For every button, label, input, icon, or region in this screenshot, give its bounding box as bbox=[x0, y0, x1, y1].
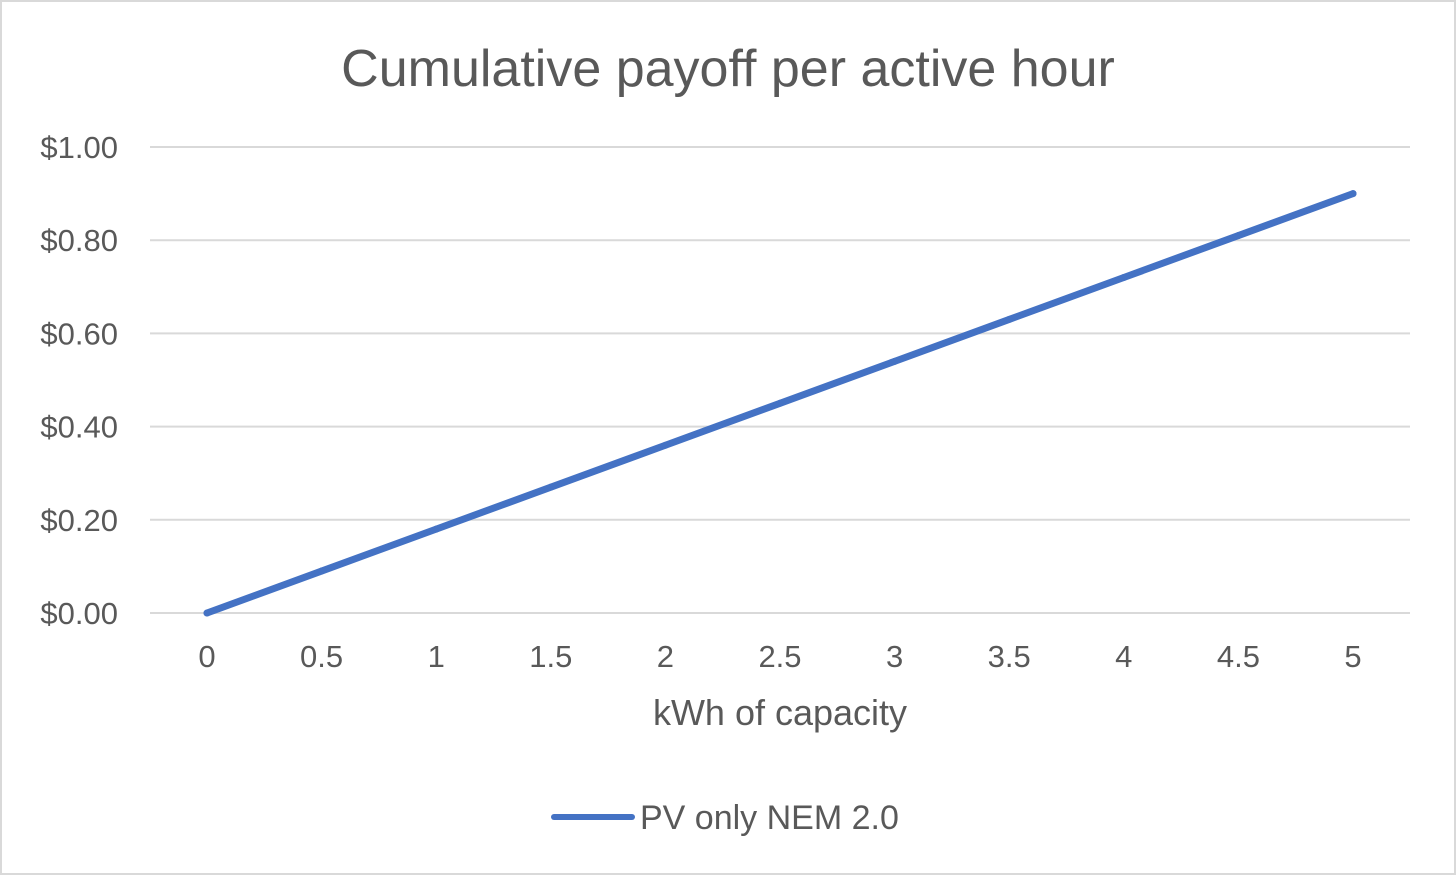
y-tick-label: $0.80 bbox=[40, 223, 118, 258]
data-point bbox=[432, 525, 440, 533]
y-tick-label: $0.60 bbox=[40, 316, 118, 351]
gridlines bbox=[150, 146, 1410, 614]
y-tick-label: $1.00 bbox=[40, 130, 118, 165]
data-point bbox=[203, 609, 211, 617]
y-tick-label: $0.00 bbox=[40, 596, 118, 631]
data-point bbox=[891, 357, 899, 365]
y-tick-label: $0.20 bbox=[40, 503, 118, 538]
chart-title: Cumulative payoff per active hour bbox=[341, 40, 1115, 98]
data-point bbox=[1234, 232, 1242, 240]
x-tick-label: 1 bbox=[428, 639, 445, 674]
x-tick-label: 1.5 bbox=[529, 639, 572, 674]
x-tick-label: 0 bbox=[198, 639, 215, 674]
y-axis-tick-labels: $0.00 $0.20 $0.40 $0.60 $0.80 $1.00 bbox=[40, 130, 118, 631]
x-axis-tick-labels: 0 0.5 1 1.5 2 2.5 3 3.5 4 4.5 5 bbox=[198, 639, 1361, 674]
data-point bbox=[1120, 273, 1128, 281]
x-tick-label: 0.5 bbox=[300, 639, 343, 674]
y-tick-label: $0.40 bbox=[40, 410, 118, 445]
x-tick-label: 3 bbox=[886, 639, 903, 674]
data-point bbox=[547, 483, 555, 491]
data-point bbox=[1005, 315, 1013, 323]
data-point bbox=[661, 441, 669, 449]
legend: PV only NEM 2.0 bbox=[551, 799, 899, 837]
x-tick-label: 3.5 bbox=[988, 639, 1031, 674]
x-tick-label: 2 bbox=[657, 639, 674, 674]
data-point bbox=[776, 399, 784, 407]
x-axis-label: kWh of capacity bbox=[653, 692, 907, 733]
data-point bbox=[318, 567, 326, 575]
x-tick-label: 4.5 bbox=[1217, 639, 1260, 674]
legend-label-pv-only-nem-2-0: PV only NEM 2.0 bbox=[640, 799, 899, 837]
x-tick-label: 5 bbox=[1344, 639, 1361, 674]
x-tick-label: 2.5 bbox=[758, 639, 801, 674]
data-point bbox=[1349, 190, 1357, 198]
series-lines bbox=[203, 190, 1357, 617]
x-tick-label: 4 bbox=[1115, 639, 1132, 674]
